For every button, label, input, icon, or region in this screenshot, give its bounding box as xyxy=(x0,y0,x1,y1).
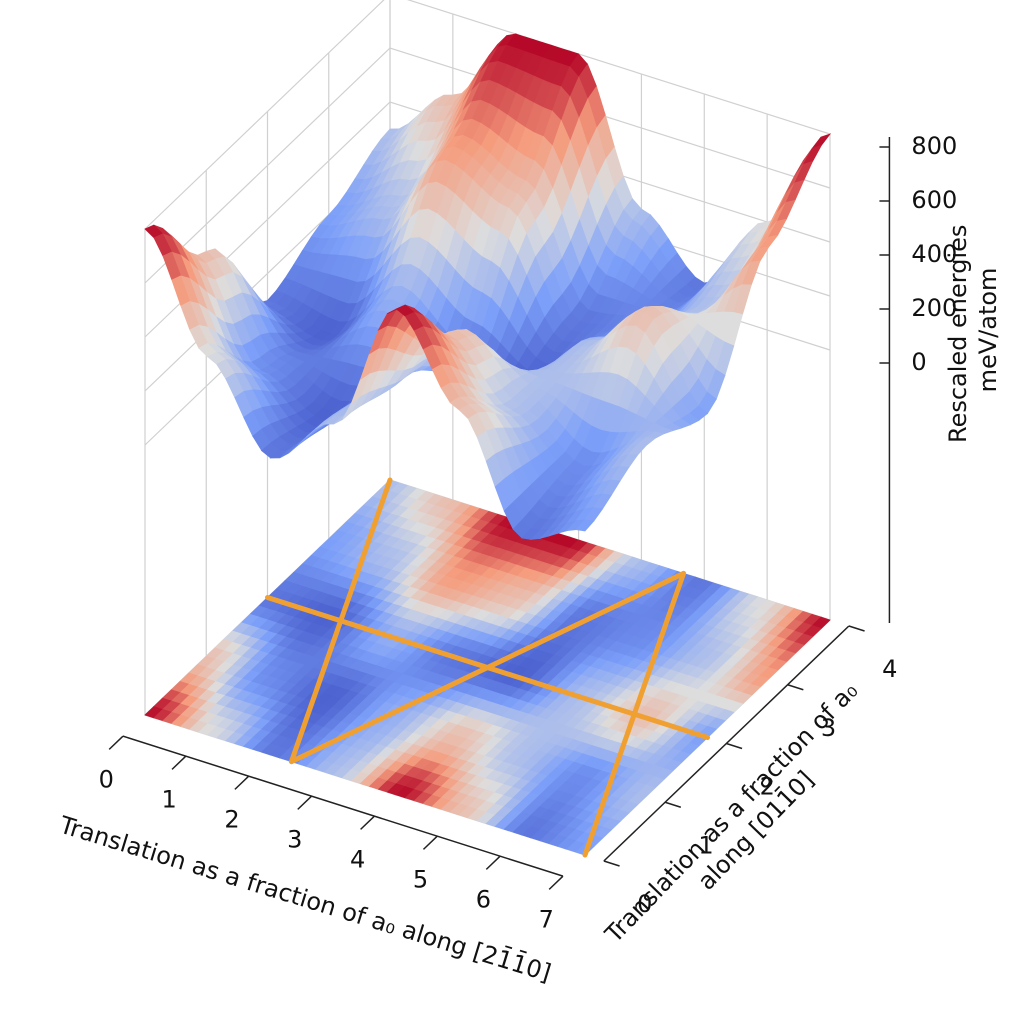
x-tick xyxy=(234,775,250,790)
y-tick xyxy=(664,801,682,808)
y-tick xyxy=(603,860,620,867)
x-tick-label: 5 xyxy=(413,865,428,893)
grid-line xyxy=(144,0,831,230)
z-tick-label: 400 xyxy=(911,240,957,268)
x-tick-label: 6 xyxy=(476,885,491,913)
x-tick-label: 2 xyxy=(224,805,239,833)
surface xyxy=(144,33,832,540)
z-axis-label: Rescaled energies meV/atom xyxy=(944,217,1002,443)
y-tick-label: 4 xyxy=(882,655,897,683)
y-tick xyxy=(726,742,743,750)
x-tick xyxy=(360,815,375,830)
x-axis xyxy=(122,735,564,877)
x-tick-label: 3 xyxy=(287,825,302,853)
z-tick-label: 200 xyxy=(911,294,957,322)
z-tick-label: 800 xyxy=(911,132,957,160)
z-axis-label-line: Rescaled energies xyxy=(944,225,972,443)
x-tick xyxy=(485,855,501,870)
y-tick xyxy=(848,625,865,632)
z-tick-label: 0 xyxy=(911,348,926,376)
z-tick-label: 600 xyxy=(911,186,957,214)
y-tick-label: 0 xyxy=(637,890,652,918)
y-tick-label: 1 xyxy=(698,831,713,859)
surface-cell xyxy=(575,519,595,532)
x-tick xyxy=(297,795,313,810)
overlay-line xyxy=(265,595,710,740)
y-tick xyxy=(787,684,804,691)
x-tick-label: 1 xyxy=(161,785,176,813)
x-tick xyxy=(108,735,124,750)
z-axis-label-line: meV/atom xyxy=(974,268,1002,393)
x-tick-label: 7 xyxy=(539,905,554,933)
grid-line xyxy=(144,47,831,284)
x-tick-label: 0 xyxy=(99,765,114,793)
x-tick xyxy=(548,875,564,890)
x-tick xyxy=(422,835,438,850)
x-tick xyxy=(171,755,187,770)
x-tick-label: 4 xyxy=(350,845,365,873)
y-tick-label: 3 xyxy=(821,714,836,742)
y-tick-label: 2 xyxy=(760,773,775,801)
